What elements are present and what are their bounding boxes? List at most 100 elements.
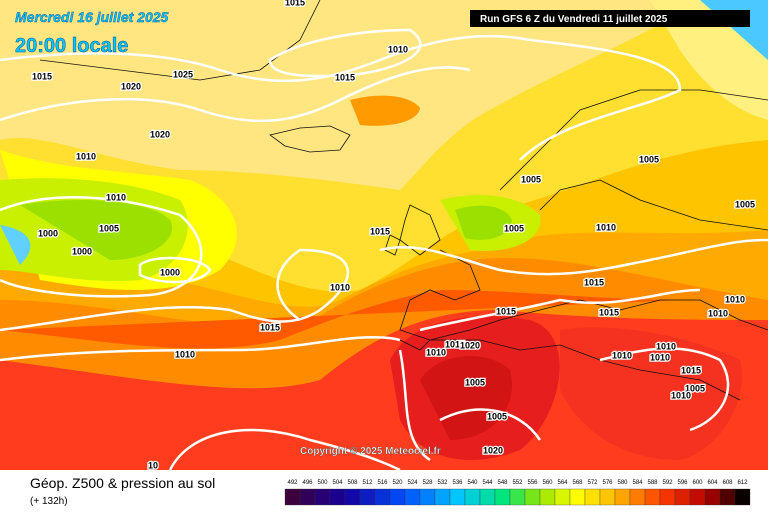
- isobar-label: 1010: [426, 347, 446, 357]
- legend-label: 548: [497, 480, 508, 486]
- color-legend: 492 496 500 504 508 512 516 520 524 528 532 536 540 5…: [284, 480, 751, 506]
- legend-swatch: [524, 488, 541, 506]
- isobar-label: 1010: [612, 350, 632, 360]
- legend-label: 588: [647, 480, 658, 486]
- legend-label: 556: [527, 480, 538, 486]
- legend-swatch: [299, 488, 316, 506]
- isobar: [419, 288, 701, 332]
- isobar-label: 1010: [725, 294, 745, 304]
- legend-label: 564: [557, 480, 568, 486]
- legend-swatch: [629, 488, 646, 506]
- legend-swatch: [419, 488, 436, 506]
- isobar: [398, 347, 730, 462]
- legend-swatch: [599, 488, 616, 506]
- isobar-label: 1005: [504, 223, 524, 233]
- legend-label: 500: [317, 480, 328, 486]
- europe: [399, 249, 768, 341]
- iceland: [269, 125, 351, 153]
- isobar-label: 10: [148, 460, 158, 470]
- isobar-label: 1015: [496, 306, 516, 316]
- legend-label: 492: [287, 480, 298, 486]
- isobar-label: 1010: [671, 390, 691, 400]
- legend-swatch: [659, 488, 676, 506]
- isobar-label: 1010: [388, 44, 408, 54]
- legend-label: 536: [452, 480, 463, 486]
- isobar: [0, 66, 471, 123]
- isobar: [379, 238, 768, 276]
- isobar-label: 1015: [335, 72, 355, 82]
- british-isles: [384, 204, 441, 256]
- legend-label: 612: [737, 480, 748, 486]
- legend-swatch: [494, 488, 511, 506]
- coastlines: [39, 0, 768, 401]
- isobar-label: 1010: [330, 282, 350, 292]
- legend-swatch: [404, 488, 421, 506]
- legend-swatch: [644, 488, 661, 506]
- isobar-label: 1005: [639, 154, 659, 164]
- copyright: Copyright © 2025 Meteociel.fr: [300, 446, 441, 457]
- isobar-label: 1015: [370, 226, 390, 236]
- isobar-label: 1020: [460, 340, 480, 350]
- isobar-label: 1000: [72, 246, 92, 256]
- isobar-label: 1000: [160, 267, 180, 277]
- isobar-label: 1005: [521, 174, 541, 184]
- isobar-label: 1005: [735, 199, 755, 209]
- isobar: [268, 28, 422, 78]
- isobar-label: 1010: [596, 222, 616, 232]
- isobar-label: 1005: [685, 383, 705, 393]
- legend-swatch: [614, 488, 631, 506]
- isobar-label: 1015: [260, 322, 280, 332]
- isobar-label: 1005: [487, 411, 507, 421]
- legend-swatch: [569, 488, 586, 506]
- legend-label: 596: [677, 480, 688, 486]
- legend-label: 552: [512, 480, 523, 486]
- legend-swatch: [344, 488, 361, 506]
- legend-label: 584: [632, 480, 643, 486]
- isobar-label: 1010: [175, 349, 195, 359]
- greenland: [39, 0, 321, 81]
- isobar-label: 1015: [32, 71, 52, 81]
- isobar-label: 1010: [106, 192, 126, 202]
- isobar: [0, 34, 682, 161]
- north-africa: [399, 339, 741, 401]
- isobar-label: 1005: [99, 223, 119, 233]
- legend-label: 568: [572, 480, 583, 486]
- field-band: [0, 225, 31, 265]
- legend-label: 576: [602, 480, 613, 486]
- isobar-label: 1020: [483, 445, 503, 455]
- isobar-label: 1010: [708, 308, 728, 318]
- legend-label: 496: [302, 480, 313, 486]
- isobar-label: 1010: [76, 151, 96, 161]
- legend-swatch: [374, 488, 391, 506]
- isobar: [0, 336, 401, 362]
- legend-swatch: [479, 488, 496, 506]
- field-band: [350, 95, 420, 126]
- legend-label: 572: [587, 480, 598, 486]
- legend-swatch: [434, 488, 451, 506]
- forecast-time: 20:00 locale: [15, 35, 128, 57]
- legend-swatch: [689, 488, 706, 506]
- footer-lead: (+ 132h): [30, 496, 68, 507]
- legend-label: 604: [707, 480, 718, 486]
- isobar-label: 1020: [121, 81, 141, 91]
- isobar: [0, 248, 349, 332]
- isobar-label: 1015: [681, 365, 701, 375]
- legend-swatch: [539, 488, 556, 506]
- isobar-label: 1020: [150, 129, 170, 139]
- legend-swatch: [584, 488, 601, 506]
- legend-label: 504: [332, 480, 343, 486]
- isobar-label: 1015: [285, 0, 305, 7]
- run-info: Run GFS 6 Z du Vendredi 11 juillet 2025: [480, 14, 668, 25]
- field-band: [20, 200, 172, 260]
- legend-label: 520: [392, 480, 403, 486]
- legend-swatch: [554, 488, 571, 506]
- isobar-label: 1015: [584, 277, 604, 287]
- scandinavia: [499, 89, 768, 231]
- legend-swatch: [719, 488, 736, 506]
- legend-label: 592: [662, 480, 673, 486]
- legend-swatch: [734, 488, 751, 506]
- legend-swatch: [284, 488, 301, 506]
- isobar-label: 1015: [599, 307, 619, 317]
